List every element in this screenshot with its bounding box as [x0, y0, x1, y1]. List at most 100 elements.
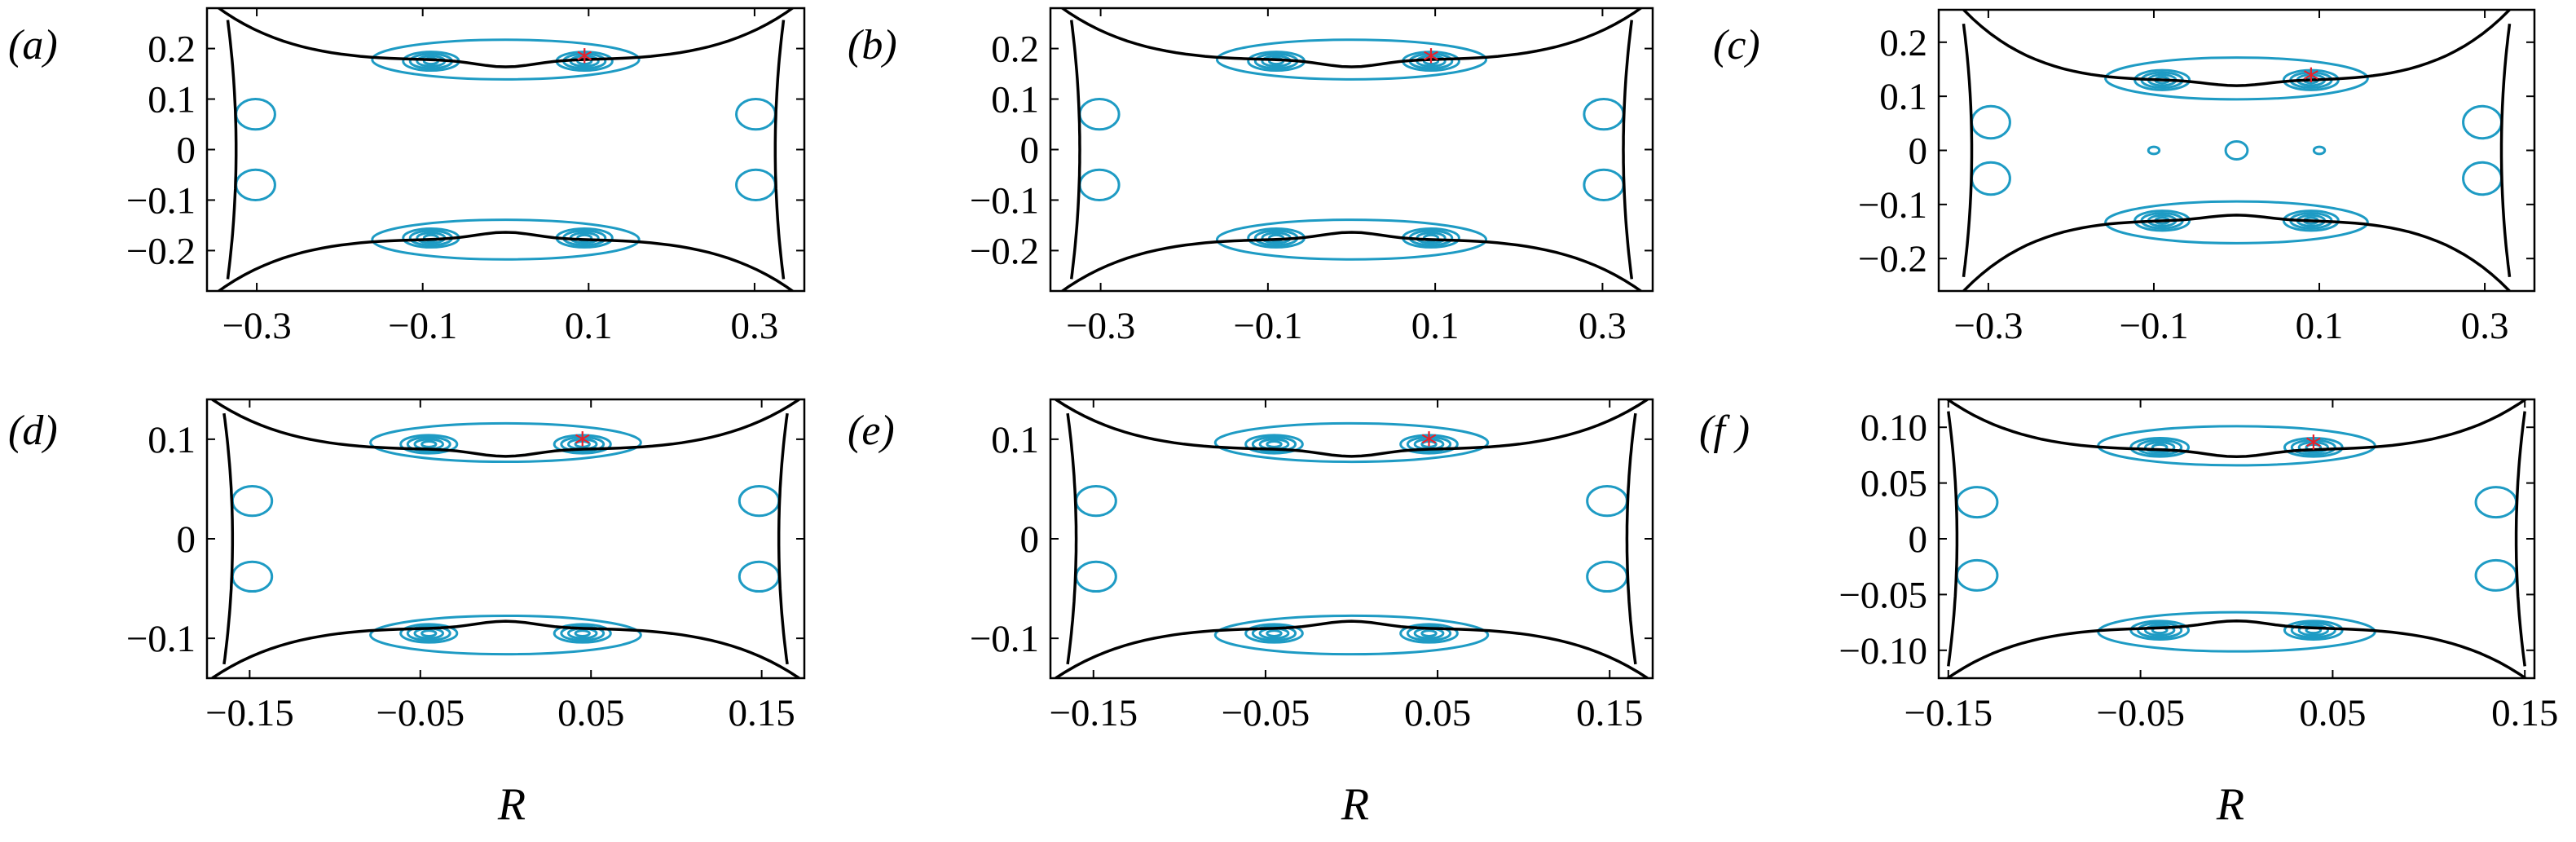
contour-side-lobe: [1583, 98, 1625, 131]
y-tick-label: 0.1: [991, 419, 1039, 461]
boundary-side-left: [222, 412, 235, 665]
contour-side-lobe: [1583, 168, 1625, 201]
contour-side-lobe: [231, 560, 274, 593]
contour-side-lobe: [1971, 161, 2011, 196]
y-tick-label: 0.10: [1860, 407, 1927, 449]
y-tick-label: −0.2: [970, 230, 1039, 272]
contour-1-upper-2: [562, 52, 607, 70]
contour-outer-lower: [371, 218, 641, 261]
boundary-upper: [1944, 399, 2529, 459]
boundary-lower: [1059, 231, 1644, 291]
contour-side-lobe: [1078, 168, 1121, 201]
peak-marker: *: [1421, 426, 1438, 464]
x-tick-label: −0.1: [388, 305, 457, 347]
boundary-side-left: [1066, 412, 1078, 665]
x-tick-label: −0.05: [376, 692, 465, 734]
boundary-side-right: [2499, 23, 2512, 278]
contour-side-lobe: [738, 560, 781, 593]
plot-frame: [1049, 7, 1654, 293]
y-tick-label: −0.1: [126, 618, 196, 660]
peak-marker: *: [2303, 62, 2319, 99]
contour-1-lower-3: [555, 227, 614, 249]
contour-1-lower-3: [1399, 623, 1459, 644]
contour-1-upper-2: [2290, 439, 2336, 456]
contour-side-lobe: [738, 485, 781, 518]
panel-d: * −0.15 −0.05 0.05 0.15 0.1 0 −0.1 (d): [8, 398, 806, 734]
panel-label: (f ): [1699, 408, 1750, 454]
peak-marker: *: [575, 426, 591, 464]
plot-area: *: [1055, 399, 1649, 678]
contour-outer-upper: [1213, 421, 1490, 464]
contour-outer-upper: [369, 421, 642, 464]
x-tick-label: 0.15: [729, 692, 795, 734]
boundary-lower: [1055, 619, 1649, 678]
contour-0-upper-2: [2137, 439, 2183, 456]
x-tick-label: −0.05: [1222, 692, 1310, 734]
contour-side-lobe: [235, 98, 276, 131]
contour-0-lower-3: [2133, 209, 2191, 232]
y-tick-label: −0.1: [1858, 184, 1927, 227]
x-tick-label: 0.3: [2461, 305, 2509, 347]
contour-0-upper-3: [399, 434, 459, 455]
contour-0-lower-1: [2143, 624, 2176, 637]
contour-1-lower-1: [1416, 231, 1447, 245]
y-tick-label: 0.05: [1860, 463, 1927, 505]
x-tick-label: 0.3: [731, 305, 779, 347]
x-tick-label: −0.1: [2119, 305, 2188, 347]
boundary-upper: [216, 8, 795, 68]
y-tick-label: 0.1: [148, 79, 196, 121]
contour-1-upper-3: [1399, 434, 1459, 455]
contour-side-lobe: [1955, 558, 1999, 592]
y-tick-label: −0.1: [970, 618, 1039, 660]
contour-side-lobe: [2462, 161, 2503, 196]
x-axis-title-f: R: [2216, 779, 2244, 830]
x-tick-label: 0.3: [1579, 305, 1627, 347]
contour-0-lower-0: [1266, 629, 1283, 637]
y-tick-label: −0.1: [126, 179, 196, 222]
y-tick-label: 0.2: [1879, 22, 1927, 64]
plot-frame: [1937, 398, 2536, 680]
boundary-side-left: [226, 20, 238, 280]
contour-outer-lower: [2104, 200, 2369, 245]
contour-side-lobe: [735, 168, 777, 201]
boundary-lower: [1962, 214, 2511, 291]
contour-1-lower-1: [2297, 624, 2330, 637]
contour-1-upper-0: [1420, 440, 1438, 448]
y-tick-label: 0: [177, 518, 196, 561]
contour-0-lower-3: [1244, 623, 1304, 644]
panel-label: (a): [8, 22, 58, 68]
contour-center-loop: [2224, 139, 2249, 161]
contour-outer-lower: [1213, 614, 1490, 656]
contour-outer-upper: [371, 38, 641, 81]
peak-marker: *: [576, 43, 592, 81]
plot-area: *: [211, 399, 800, 678]
panel-c: * −0.3 −0.1 0.1 0.3 0.2 0.1 0 −0.1 −0.2 (c): [1713, 8, 2536, 347]
contour-1-lower-3: [1402, 227, 1460, 249]
x-axis-title-d: R: [497, 779, 526, 830]
contour-0-lower-3: [399, 623, 459, 644]
contour-1-upper-3: [553, 434, 612, 455]
panel-label: (d): [8, 408, 58, 454]
contour-0-lower-0: [421, 629, 438, 637]
x-tick-label: 0.1: [565, 305, 613, 347]
y-tick-label: −0.05: [1838, 574, 1927, 616]
contour-side-lobe: [2462, 104, 2503, 140]
y-tick-label: 0.2: [148, 29, 196, 71]
boundary-side-right: [777, 412, 789, 665]
peak-marker: *: [1423, 43, 1439, 81]
panel-label: (e): [848, 408, 895, 454]
contour-side-lobe: [1971, 104, 2011, 140]
contour-0-upper-0: [421, 440, 438, 448]
panel-a: * −0.3 −0.1 0.1 0.3 0.2 0.1 0 −0.1 −0.2 (a): [8, 7, 806, 347]
y-tick-label: 0: [1909, 130, 1928, 173]
contour-1-upper-3: [1402, 51, 1460, 73]
contour-1-upper-1: [2297, 441, 2330, 454]
y-tick-label: 0.2: [991, 29, 1039, 71]
contour-1-upper-3: [555, 51, 614, 73]
contour-side-lobe: [235, 168, 276, 201]
contour-side-lobe: [1075, 560, 1117, 593]
panel-label: (c): [1713, 22, 1760, 68]
y-tick-label: 0: [1020, 518, 1040, 561]
contour-0-upper-3: [2129, 436, 2191, 458]
